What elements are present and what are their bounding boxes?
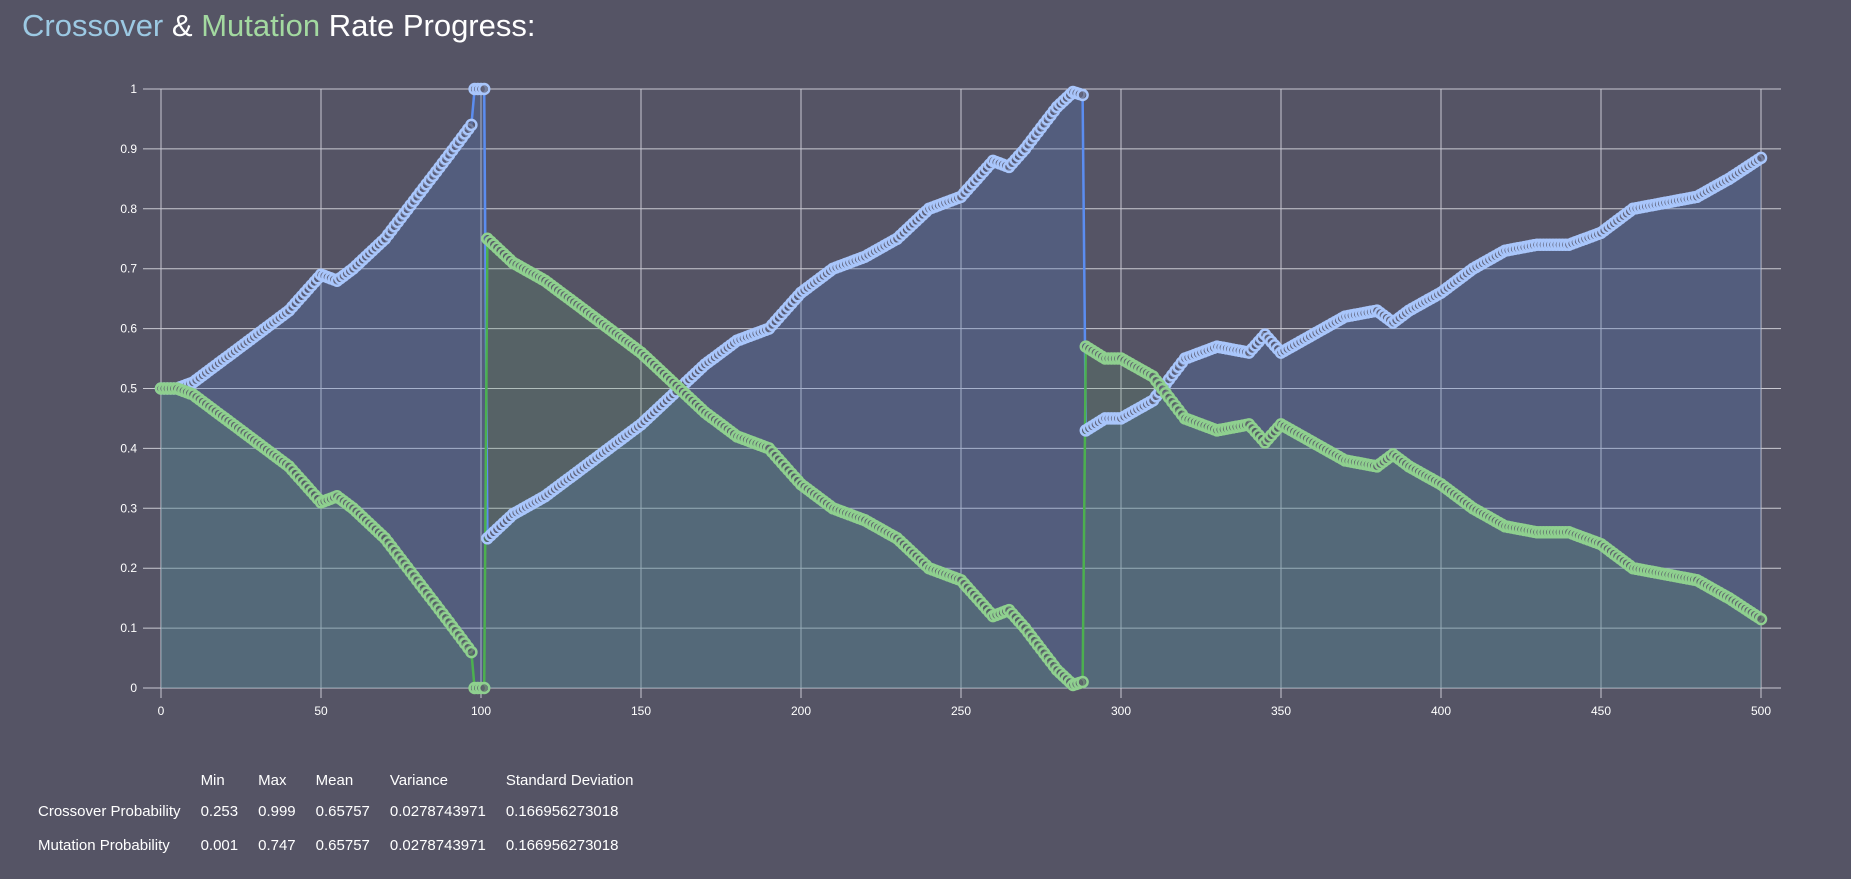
rate-progress-chart: 0 0.1 0.2 0.3 0.4 0.5 0.6 0.7 0.8 0.9 1 0 50 100 150 20… [120, 82, 1781, 718]
y-tick-label: 0.6 [120, 322, 137, 336]
y-tick-label: 0.1 [120, 621, 137, 635]
data-point [477, 681, 491, 695]
stats-row-crossover: Crossover Probability 0.253 0.999 0.6575… [28, 794, 643, 828]
x-tick-label: 250 [951, 704, 971, 718]
stats-std: 0.166956273018 [505, 802, 619, 820]
stats-mean: 0.65757 [315, 802, 370, 820]
stats-header-mean: Mean [315, 772, 354, 789]
stats-max: 0.999 [258, 802, 296, 820]
x-tick-label: 100 [471, 704, 491, 718]
title-crossover-word: Crossover [22, 8, 164, 43]
stats-header-blank [28, 772, 191, 794]
stats-header-std: Standard Deviation [505, 772, 634, 789]
stats-std: 0.166956273018 [505, 836, 619, 854]
x-tick-label: 0 [158, 704, 165, 718]
data-point [1754, 612, 1768, 626]
stats-max: 0.747 [258, 836, 296, 854]
chart-markers [154, 82, 1768, 695]
chart-areas [161, 89, 1761, 689]
chart-grid [143, 88, 1781, 698]
data-point [465, 645, 478, 659]
title-rest: Rate Progress: [328, 8, 536, 43]
y-tick-label: 0.5 [120, 382, 137, 396]
stats-header-variance: Variance [389, 772, 448, 789]
stats-table: Min Max Mean Variance Standard Deviation… [28, 772, 643, 862]
x-tick-label: 400 [1431, 704, 1451, 718]
stats-min: 0.001 [200, 836, 239, 854]
stats-header-min: Min [200, 772, 225, 789]
stats-header-row: Min Max Mean Variance Standard Deviation [28, 772, 643, 794]
series-area [161, 238, 1761, 689]
y-tick-label: 0.4 [120, 441, 137, 455]
stats-row-mutation: Mutation Probability 0.001 0.747 0.65757… [28, 828, 643, 862]
stats-min: 0.253 [200, 802, 239, 820]
data-point [477, 82, 491, 96]
y-tick-label: 0.7 [120, 262, 137, 276]
title-ampersand: & [171, 8, 193, 43]
y-tick-label: 1 [130, 82, 137, 96]
data-point [465, 118, 478, 132]
data-point [1754, 151, 1768, 165]
y-tick-label: 0 [130, 681, 137, 695]
series-area [161, 89, 1761, 688]
y-tick-label: 0.9 [120, 142, 137, 156]
stats-row-label: Crossover Probability [38, 802, 181, 820]
x-tick-label: 500 [1751, 704, 1771, 718]
x-tick-label: 300 [1111, 704, 1131, 718]
x-tick-label: 450 [1591, 704, 1611, 718]
stats-variance: 0.0278743971 [389, 802, 486, 820]
data-point [1076, 675, 1089, 689]
chart-title: Crossover & Mutation Rate Progress: [22, 8, 536, 44]
y-tick-label: 0.8 [120, 202, 137, 216]
y-tick-label: 0.3 [120, 501, 137, 515]
x-tick-label: 200 [791, 704, 811, 718]
stats-variance: 0.0278743971 [389, 836, 486, 854]
y-tick-label: 0.2 [120, 561, 137, 575]
stats-mean: 0.65757 [315, 836, 370, 854]
x-tick-label: 350 [1271, 704, 1291, 718]
x-tick-label: 150 [631, 704, 651, 718]
data-point [1076, 88, 1089, 102]
x-tick-label: 50 [314, 704, 328, 718]
stats-row-label: Mutation Probability [38, 836, 170, 854]
chart-tick-labels: 0 0.1 0.2 0.3 0.4 0.5 0.6 0.7 0.8 0.9 1 0 50 100 150 20… [120, 82, 1771, 718]
title-mutation-word: Mutation [201, 8, 321, 43]
stats-header-max: Max [258, 772, 287, 789]
